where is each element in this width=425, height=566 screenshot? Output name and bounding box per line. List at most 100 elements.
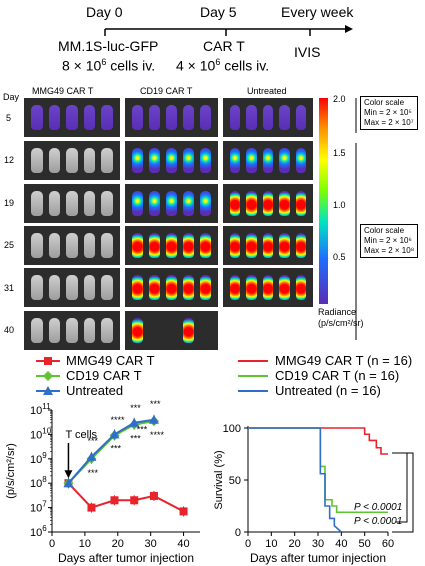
- mouse: [246, 275, 257, 300]
- significance-mark: ****: [150, 430, 165, 440]
- legend-marker-diamond: [43, 371, 53, 381]
- mouse: [200, 233, 211, 258]
- scale-brackets: [355, 98, 357, 340]
- data-point: [179, 507, 188, 516]
- ivis-image: [24, 141, 120, 180]
- significance-mark: ***: [87, 436, 98, 446]
- mouse: [132, 233, 143, 258]
- ivis-image: [125, 226, 218, 265]
- mouse: [132, 275, 143, 300]
- mouse: [200, 105, 211, 130]
- mouse: [149, 233, 160, 258]
- mouse: [246, 233, 257, 258]
- mouse: [295, 148, 306, 173]
- y-tick-label: 1011: [30, 402, 51, 417]
- data-point: [63, 478, 74, 488]
- significance-bracket: [392, 452, 414, 533]
- day-header: Day: [3, 92, 20, 102]
- mouse: [132, 105, 143, 130]
- mouse: [48, 191, 61, 216]
- mouse: [183, 191, 194, 216]
- colorbar-tick: 1.5: [333, 148, 346, 158]
- ivis-image: [125, 98, 218, 137]
- y-tick-label: 0: [235, 527, 241, 539]
- every-week-label: Every week: [281, 4, 354, 20]
- column-untreated: Untreated: [247, 86, 287, 96]
- mouse: [200, 148, 211, 173]
- mouse: [48, 275, 61, 300]
- mouse: [83, 105, 96, 130]
- legend-right-untreated: Untreated (n = 16): [275, 383, 381, 398]
- mouse: [262, 233, 274, 258]
- p-value: P < 0.0001: [354, 516, 402, 527]
- data-point: [86, 451, 97, 461]
- y-tick-label: 107: [30, 500, 47, 515]
- x-tick-label: 10: [265, 538, 277, 550]
- ivis-image: [125, 268, 218, 307]
- y-axis-label: Survival (%): [213, 450, 225, 509]
- significance-mark: ***: [130, 403, 141, 413]
- cart-label: CAR T: [203, 38, 245, 54]
- mouse: [101, 318, 113, 343]
- x-axis-label: Days after tumor injection: [58, 551, 194, 565]
- mouse: [101, 275, 113, 300]
- ivis-image: [24, 98, 120, 137]
- mouse: [230, 105, 241, 130]
- y-tick-label: 108: [30, 475, 47, 490]
- mouse: [101, 233, 113, 258]
- mouse: [149, 191, 160, 216]
- mouse: [230, 275, 241, 300]
- data-point: [109, 429, 120, 439]
- x-tick-label: 30: [312, 538, 324, 550]
- y-tick-label: 109: [30, 451, 47, 466]
- radiance-label: Radiance: [318, 307, 357, 317]
- survival-curve: [248, 427, 388, 455]
- mouse: [230, 233, 241, 258]
- significance-mark: ***: [150, 400, 161, 409]
- legend-right-mmg49: MMG49 CAR T (n = 16): [275, 353, 413, 368]
- mouse: [101, 191, 113, 216]
- mouse: [295, 105, 306, 130]
- cells-label: MM.1S-luc-GFP: [58, 38, 159, 54]
- mouse: [262, 148, 274, 173]
- y-tick-label: 100: [223, 423, 241, 435]
- column-mmg49: MMG49 CAR T: [32, 86, 94, 96]
- annotation-t-cells: T cells: [65, 429, 97, 441]
- y-tick-label: 106: [30, 524, 47, 539]
- mouse: [295, 233, 306, 258]
- day5-label: Day 5: [200, 4, 237, 20]
- mouse: [101, 148, 113, 173]
- mouse: [31, 233, 43, 258]
- x-tick-label: 50: [359, 538, 371, 550]
- mouse: [183, 275, 194, 300]
- mouse: [66, 275, 78, 300]
- mouse: [246, 191, 257, 216]
- mouse: [83, 148, 96, 173]
- mouse: [295, 191, 306, 216]
- mouse: [83, 233, 96, 258]
- ivis-image: [24, 311, 120, 350]
- mouse: [48, 233, 61, 258]
- annotation-arrowhead: [64, 470, 73, 479]
- mouse: [246, 148, 257, 173]
- mouse: [66, 233, 78, 258]
- mouse: [200, 191, 211, 216]
- x-axis-label: Days after tumor injection: [250, 551, 386, 565]
- x-tick-label: 10: [79, 538, 91, 550]
- x-tick-label: 20: [289, 538, 301, 550]
- mouse: [295, 275, 306, 300]
- legend-marker-square: [44, 357, 52, 365]
- p-value: P < 0.0001: [354, 502, 402, 513]
- data-point: [149, 491, 158, 500]
- data-point: [148, 414, 159, 424]
- column-cd19: CD19 CAR T: [140, 86, 193, 96]
- significance-mark: ***: [130, 434, 141, 444]
- colorbar-tick: 0.5: [333, 252, 346, 262]
- ivis-image: [125, 184, 218, 223]
- data-point: [129, 417, 140, 427]
- y-tick-label: 50: [229, 475, 241, 487]
- mouse: [183, 105, 194, 130]
- significance-mark: ***: [87, 468, 98, 478]
